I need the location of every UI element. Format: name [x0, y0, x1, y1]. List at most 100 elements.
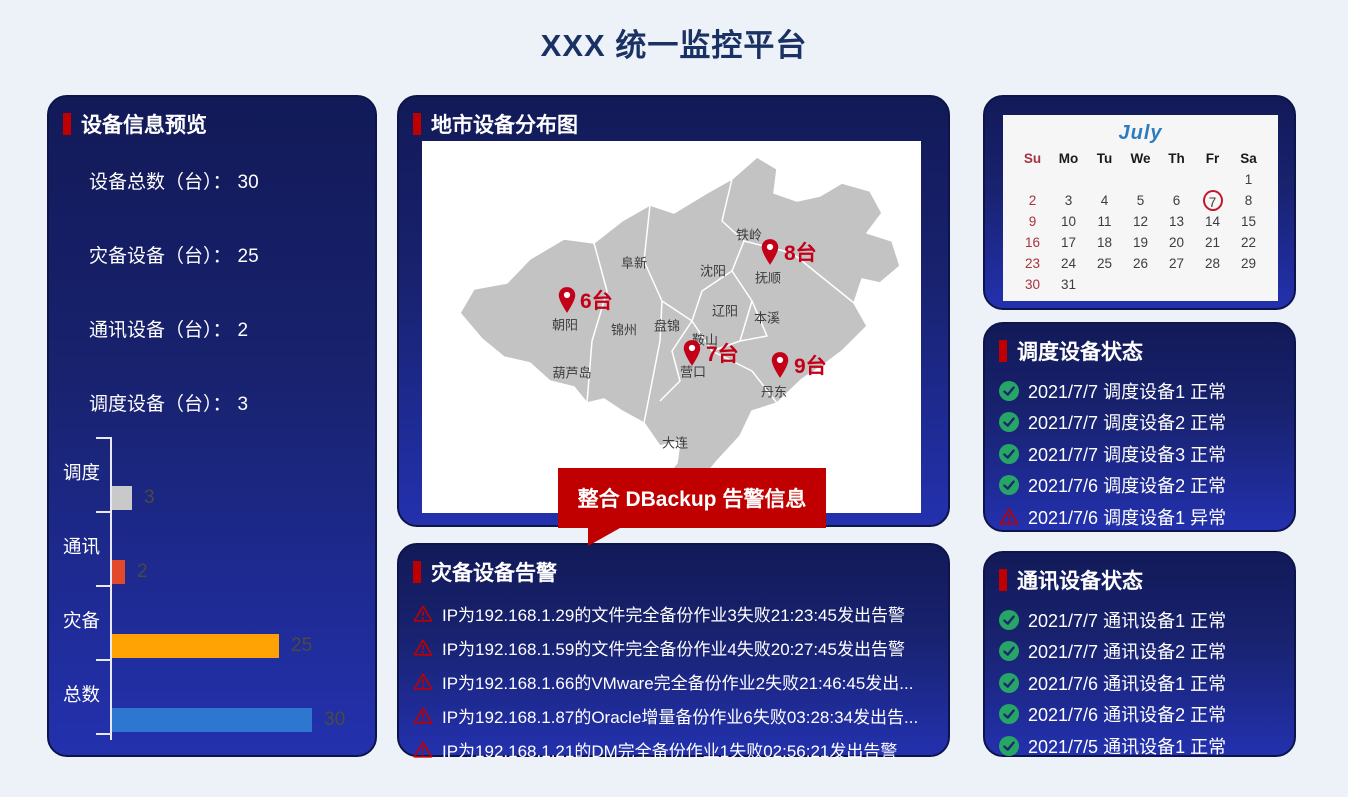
calendar-date[interactable]: 15 [1240, 214, 1257, 229]
city-label: 营口 [679, 364, 707, 380]
calendar-date[interactable] [1123, 169, 1159, 190]
calendar-date[interactable]: 18 [1096, 235, 1113, 250]
callout-text: 整合 DBackup 告警信息 [577, 488, 807, 511]
calendar-date[interactable]: 19 [1132, 235, 1149, 250]
alert-row[interactable]: IP为192.168.1.66的VMware完全备份作业2失败21:46:45发… [413, 664, 936, 698]
axis-tick [96, 733, 110, 735]
calendar-date[interactable] [1123, 274, 1159, 295]
calendar-date[interactable]: 5 [1136, 193, 1145, 208]
calendar-date[interactable] [1051, 169, 1087, 190]
calendar-date[interactable] [1159, 169, 1195, 190]
calendar-date[interactable]: 31 [1060, 277, 1077, 292]
page-title: XXX 统一监控平台 [540, 28, 808, 63]
status-row[interactable]: 2021/7/7 调度设备1 正常 [999, 375, 1282, 407]
city-label: 葫芦岛 [552, 365, 592, 381]
map-pin-fushun[interactable] [759, 238, 781, 266]
calendar-date[interactable] [1231, 274, 1267, 295]
red-accent-bar [413, 561, 421, 583]
calendar-date[interactable]: 9 [1028, 214, 1037, 229]
alert-row[interactable]: IP为192.168.1.59的文件完全备份作业4失败20:27:45发出告警 [413, 630, 936, 664]
status-row[interactable]: 2021/7/6 通讯设备1 正常 [999, 667, 1282, 699]
calendar-date[interactable]: 11 [1097, 214, 1112, 229]
status-row[interactable]: 2021/7/7 通讯设备1 正常 [999, 604, 1282, 636]
calendar-date[interactable]: 13 [1168, 214, 1185, 229]
device-overview-panel: 设备信息预览 设备总数（台）： 30 灾备设备（台）： 25 通讯设备（台）： 2 调… [47, 95, 377, 757]
calendar-day-name: Th [1168, 151, 1185, 166]
comm-status-panel: 通讯设备状态 2021/7/7 通讯设备1 正常 2021/7/7 通讯设备2 … [983, 551, 1296, 757]
calendar-date[interactable]: 10 [1060, 214, 1077, 229]
calendar-date-circled[interactable]: 7 [1195, 190, 1231, 211]
map-pin-chaoyang[interactable] [556, 286, 578, 314]
calendar-date[interactable]: 28 [1204, 256, 1221, 271]
calendar-date[interactable] [1195, 169, 1231, 190]
status-row[interactable]: 2021/7/6 通讯设备2 正常 [999, 699, 1282, 731]
calendar-date[interactable] [1159, 274, 1195, 295]
status-text: 2021/7/6 调度设备2 正常 [1028, 476, 1227, 497]
calendar-date[interactable]: 16 [1024, 235, 1041, 250]
dispatch-status-list: 2021/7/7 调度设备1 正常 2021/7/7 调度设备2 正常 2021… [985, 366, 1294, 533]
calendar-date[interactable]: 26 [1132, 256, 1149, 271]
stat-comm-value: 2 [237, 320, 249, 341]
alert-row[interactable]: IP为192.168.1.29的文件完全备份作业3失败21:23:45发出告警 [413, 596, 936, 630]
calendar-date[interactable]: 14 [1204, 214, 1221, 229]
calendar-day-name: Fr [1205, 151, 1220, 166]
status-row[interactable]: 2021/7/6 调度设备1 异常 [999, 501, 1282, 533]
calendar-date[interactable]: 20 [1168, 235, 1185, 250]
calendar-date[interactable]: 24 [1060, 256, 1077, 271]
city-label: 铁岭 [735, 227, 763, 243]
calendar-date[interactable]: 22 [1240, 235, 1257, 250]
alert-row[interactable]: IP为192.168.1.21的DM完全备份作业1失败02:56:21发出告警 [413, 732, 936, 766]
calendar-date[interactable]: 30 [1024, 277, 1041, 292]
calendar-date[interactable]: 21 [1204, 235, 1221, 250]
calendar-date[interactable]: 25 [1096, 256, 1113, 271]
status-row[interactable]: 2021/7/7 通讯设备2 正常 [999, 636, 1282, 668]
warning-triangle-icon [413, 672, 433, 691]
calendar-date[interactable]: 6 [1172, 193, 1181, 208]
calendar-date[interactable]: 23 [1024, 256, 1041, 271]
calendar-date[interactable]: 29 [1240, 256, 1257, 271]
calendar-date[interactable]: 1 [1244, 172, 1253, 187]
calendar-date[interactable]: 27 [1168, 256, 1185, 271]
status-row[interactable]: 2021/7/5 通讯设备1 正常 [999, 730, 1282, 762]
calendar-date[interactable]: 3 [1064, 193, 1073, 208]
city-label: 丹东 [760, 384, 788, 400]
status-row[interactable]: 2021/7/7 调度设备2 正常 [999, 407, 1282, 439]
axis-tick [96, 511, 110, 513]
calendar-date[interactable] [1087, 274, 1123, 295]
alert-row[interactable]: IP为192.168.1.87的Oracle增量备份作业6失败03:28:34发… [413, 698, 936, 732]
axis-tick [96, 437, 110, 439]
device-overview-header: 设备信息预览 [49, 97, 375, 139]
calendar-date[interactable] [1195, 274, 1231, 295]
chart-category-label: 调度 [63, 462, 101, 483]
calendar-card: July Su Mo Tu We Th Fr Sa 1 2 3 4 5 6 7 … [1003, 115, 1278, 301]
calendar-date[interactable] [1087, 169, 1123, 190]
chart-category-label: 灾备 [63, 610, 101, 631]
stat-total: 设备总数（台）： 30 [89, 172, 259, 193]
calendar-date[interactable]: 17 [1060, 235, 1077, 250]
calendar-date[interactable]: 12 [1132, 214, 1149, 229]
status-text: 2021/7/7 调度设备1 正常 [1028, 381, 1227, 402]
comm-status-title: 通讯设备状态 [1017, 570, 1143, 593]
calendar-date[interactable]: 4 [1100, 193, 1109, 208]
check-circle-icon [999, 704, 1019, 725]
stat-total-value: 30 [237, 172, 259, 193]
city-label: 朝阳 [551, 317, 579, 333]
chart-axis [110, 437, 112, 740]
calendar-month-title: July [1118, 122, 1163, 144]
calendar-day-name: We [1130, 151, 1151, 166]
dispatch-status-title: 调度设备状态 [1017, 341, 1143, 364]
calendar-date[interactable]: 8 [1244, 193, 1253, 208]
dr-alerts-panel: 灾备设备告警 IP为192.168.1.29的文件完全备份作业3失败21:23:… [397, 543, 950, 761]
check-circle-icon [999, 672, 1019, 693]
map-pin-dandong[interactable] [769, 351, 791, 379]
bar-comm [112, 560, 125, 584]
calendar-date[interactable]: 2 [1028, 193, 1037, 208]
map-pin-anshan[interactable] [681, 339, 703, 367]
calendar-date[interactable] [1015, 169, 1051, 190]
status-row[interactable]: 2021/7/7 调度设备3 正常 [999, 438, 1282, 470]
chart-row-dispatch: 调度 3 [49, 437, 375, 511]
red-accent-bar [413, 113, 421, 135]
status-row[interactable]: 2021/7/6 调度设备2 正常 [999, 470, 1282, 502]
axis-tick [96, 585, 110, 587]
check-circle-icon [999, 609, 1019, 630]
